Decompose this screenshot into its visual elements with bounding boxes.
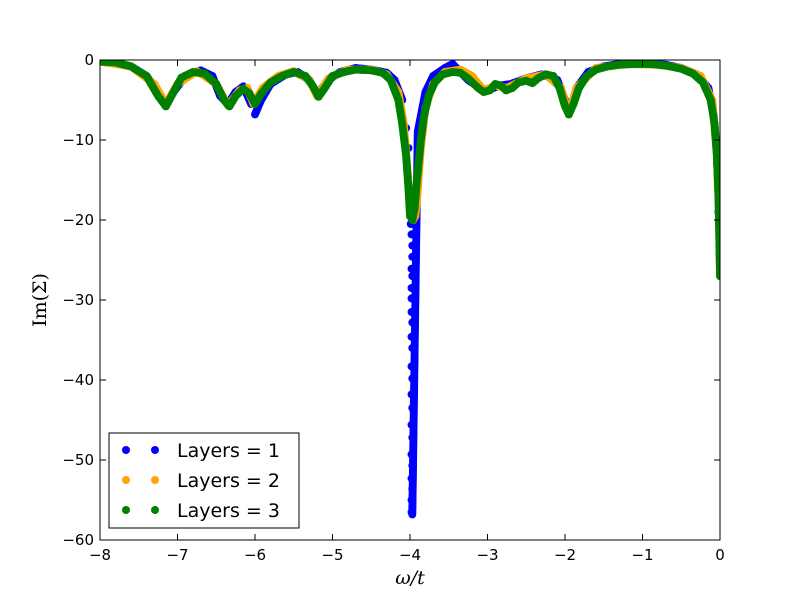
x-tick-label: −3 [476,546,498,564]
legend-marker [122,506,130,514]
legend-label: Layers = 2 [177,470,280,492]
x-tick-label: −6 [244,546,266,564]
legend: Layers = 1 Layers = 2 Layers = 3 [108,432,300,529]
x-tick-label: −8 [89,546,111,564]
legend-marker [122,446,130,454]
y-tick-label: −40 [62,371,94,389]
y-tick-label: −30 [62,291,94,309]
x-tick-label: −7 [166,546,188,564]
series-layer [100,60,720,519]
legend-marker [122,476,130,484]
legend-label: Layers = 1 [177,440,280,462]
y-tick-label: −10 [62,131,94,149]
legend-item: Layers = 1 [122,440,280,462]
y-tick-label: −50 [62,451,94,469]
x-axis-label: ω/t [395,567,425,589]
legend-item: Layers = 2 [122,470,280,492]
series-3 [100,60,720,280]
y-tick-label: 0 [84,51,94,69]
x-tick-label: −5 [321,546,343,564]
x-tick-label: −2 [554,546,576,564]
ticks-layer: −8 −7 −6 −5 −4 −3 −2 −1 0−60−50−40−30−20−100 [62,51,724,564]
legend-box [108,432,300,529]
data-point [716,272,720,280]
legend-marker [151,446,159,454]
x-tick-label: 0 [715,546,725,564]
x-tick-label: −1 [631,546,653,564]
legend-marker [151,476,159,484]
y-tick-label: −60 [62,531,94,549]
legend-label: Layers = 3 [177,500,280,522]
y-axis-label: Im(Σ) [29,273,51,327]
y-tick-label: −20 [62,211,94,229]
legend-item: Layers = 3 [122,500,280,522]
legend-marker [151,506,159,514]
x-tick-label: −4 [399,546,421,564]
